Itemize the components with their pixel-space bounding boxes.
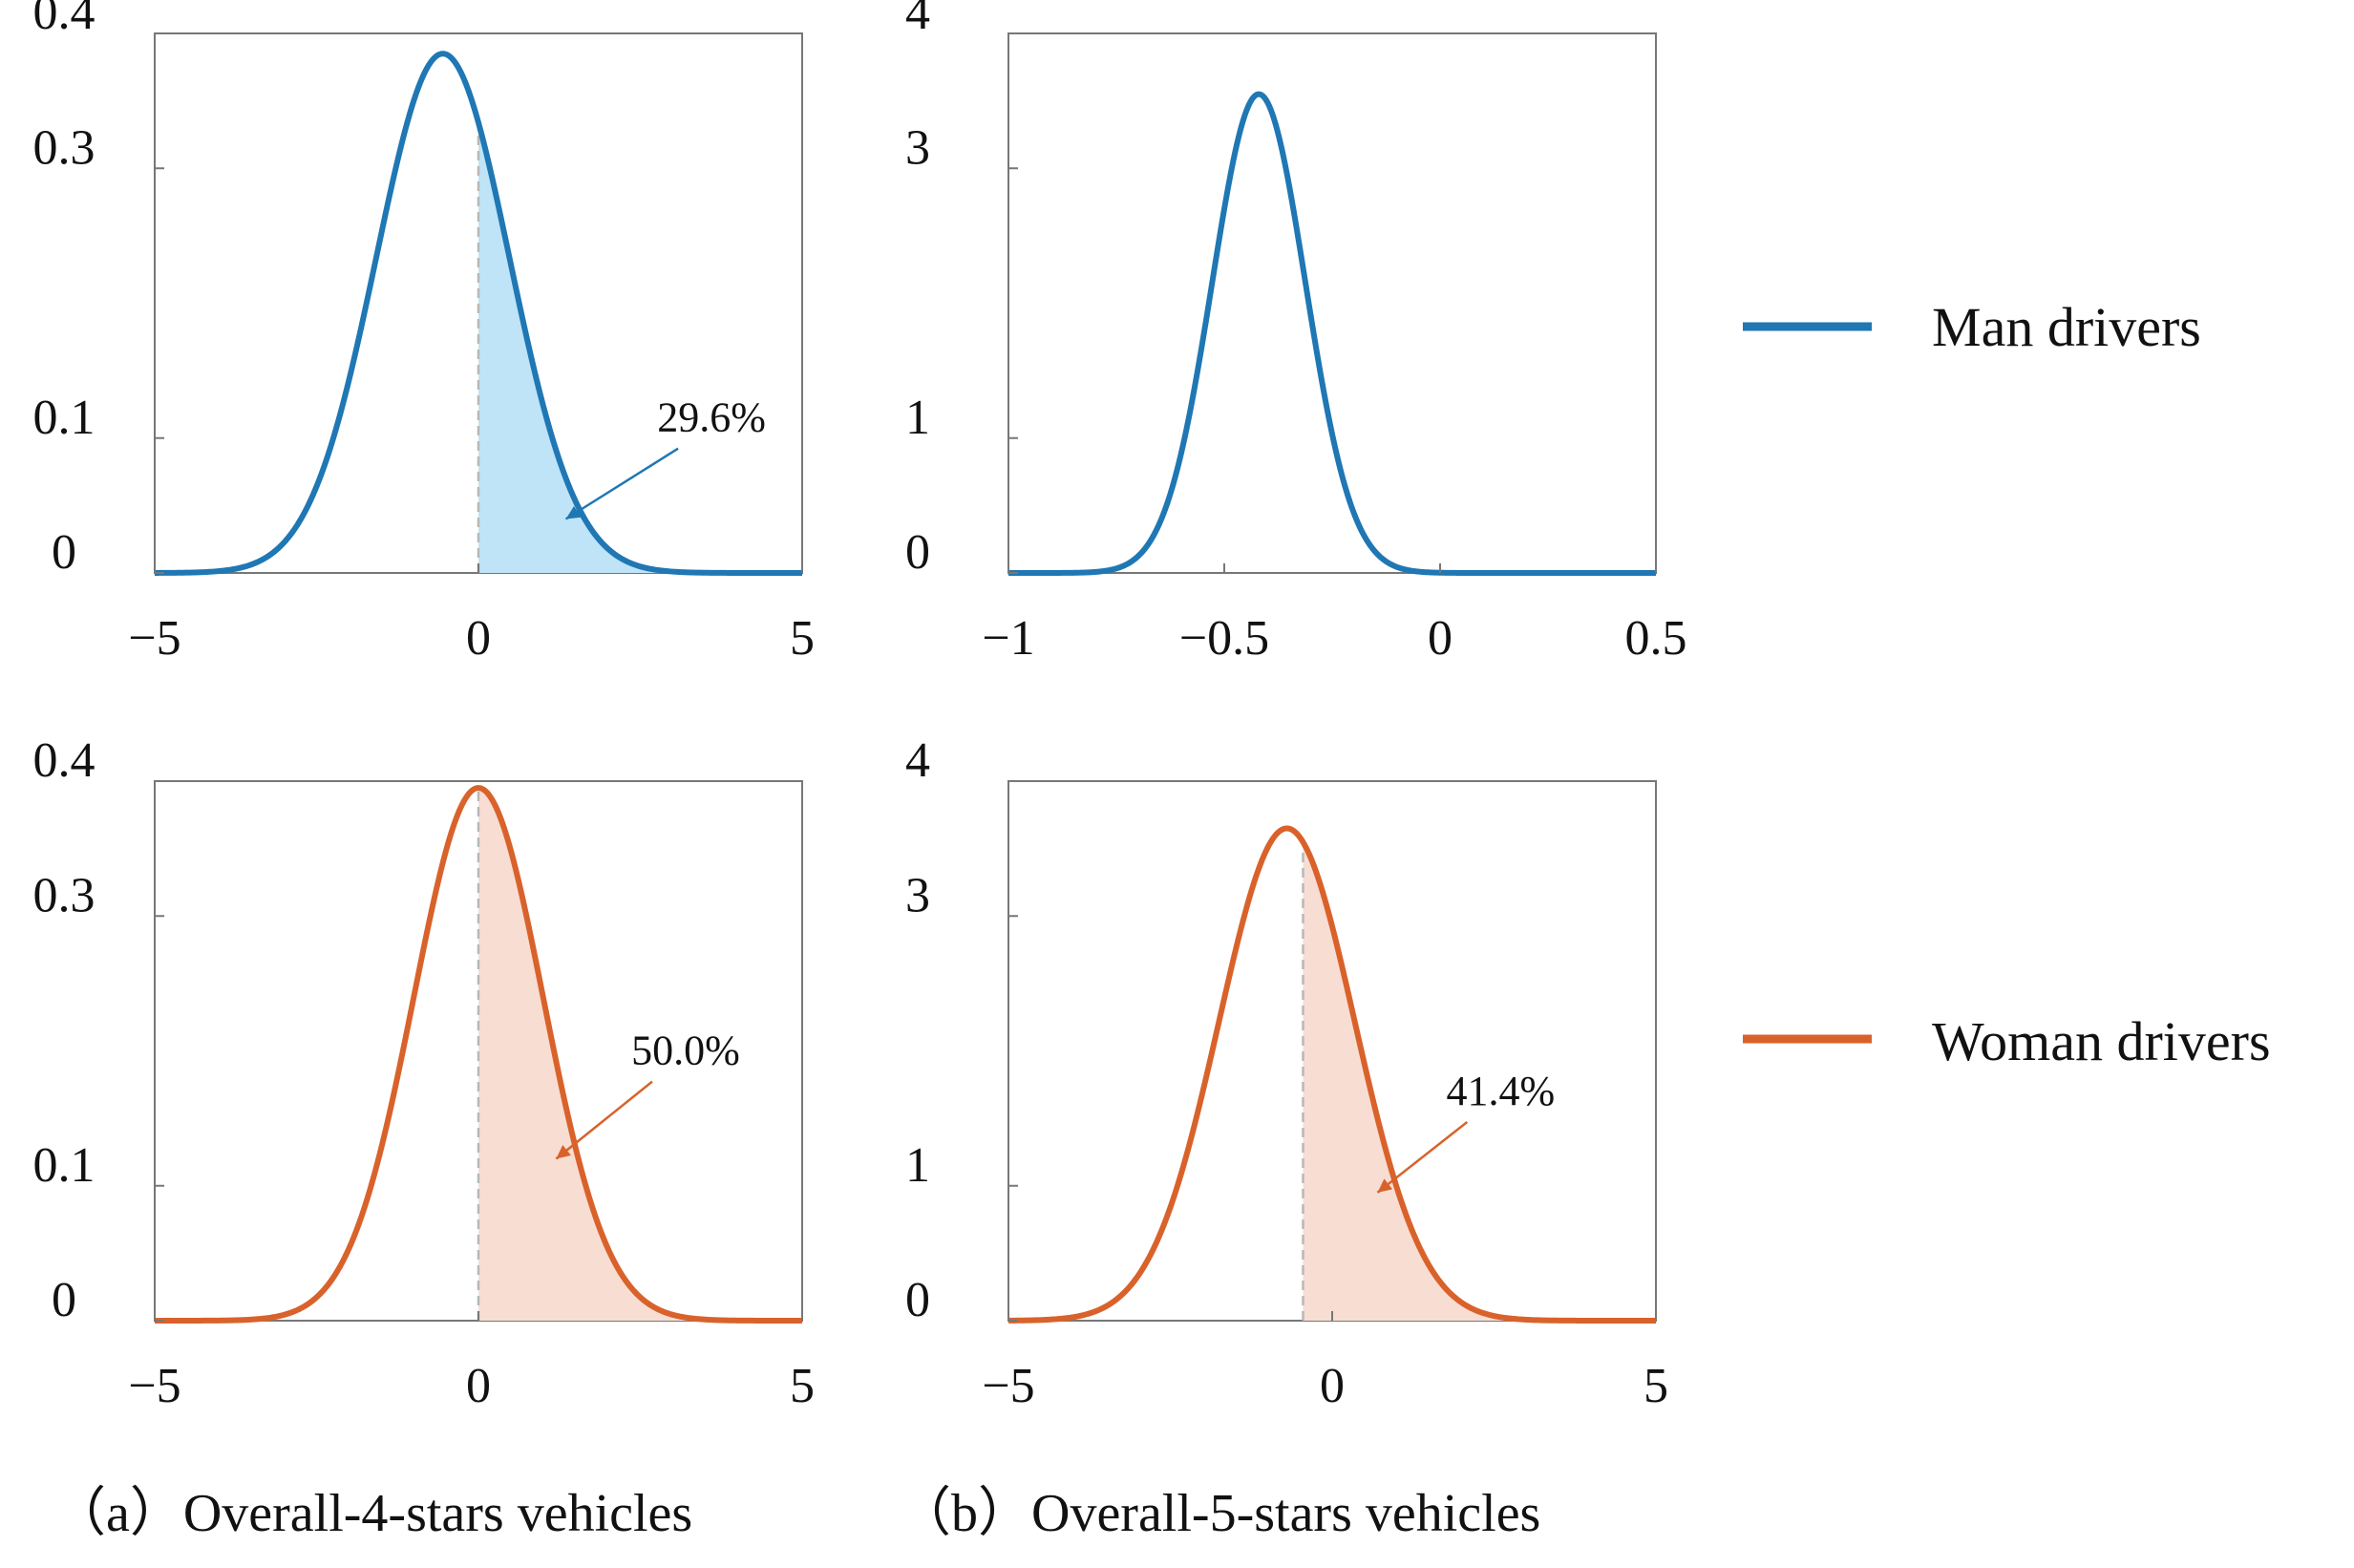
panel-b-man-drivers: −1 −0.5 0 0.5 0 1 3 4 [905, 0, 1687, 666]
shaded-area [1303, 841, 1656, 1321]
y-tick-label: 3 [905, 120, 930, 175]
annotation-arrowhead [556, 1145, 571, 1159]
legend-item-man: Man drivers [1743, 296, 2201, 358]
y-tick-label: 1 [905, 1138, 930, 1193]
annotation-arrow [1376, 1121, 1469, 1194]
x-tick-label: 0 [466, 1359, 491, 1413]
series-line [153, 785, 804, 1324]
x-tick-label: 0.5 [1625, 611, 1687, 666]
series-line [1007, 91, 1658, 576]
x-tick-label: 0 [466, 611, 491, 666]
axes-frame [1007, 32, 1657, 574]
y-tick-label: 0 [905, 1273, 930, 1327]
y-tick-label: 0.4 [33, 733, 95, 788]
y-tick-label: 0 [52, 1273, 76, 1327]
legend-label-woman: Woman drivers [1932, 1010, 2271, 1072]
x-tick-label: −1 [982, 611, 1034, 666]
y-tick-label: 4 [905, 0, 930, 40]
annotation-label: 50.0% [631, 1028, 740, 1074]
y-tick-label: 0.3 [33, 120, 95, 175]
x-tick-label: −0.5 [1179, 611, 1269, 666]
x-tick-label: 5 [790, 611, 815, 666]
x-tick-label: 0 [1320, 1359, 1345, 1413]
y-tick-label: 0 [905, 525, 930, 580]
annotation-label: 41.4% [1446, 1068, 1555, 1114]
annotation-arrowhead [1377, 1178, 1393, 1193]
series-line [153, 51, 804, 576]
y-tick-label: 0.1 [33, 391, 95, 445]
y-tick-label: 3 [905, 868, 930, 922]
y-tick-label: 0.1 [33, 1138, 95, 1193]
series-line [1007, 825, 1658, 1324]
x-tick-label: −5 [128, 611, 180, 666]
x-tick-label: 0 [1428, 611, 1453, 666]
legend: Man drivers Woman drivers [1743, 296, 2271, 1072]
legend-item-woman: Woman drivers [1743, 1010, 2271, 1072]
x-tick-label: −5 [982, 1359, 1034, 1413]
y-tick-label: 4 [905, 733, 930, 788]
panel-a-woman-drivers: −5 0 5 0 0.1 0.3 0.4 50.0% [33, 733, 816, 1413]
shaded-area [478, 788, 802, 1321]
annotation-arrow [555, 1080, 653, 1160]
caption-a: （a）Overall-4-stars vehicles [53, 1484, 692, 1543]
x-tick-label: −5 [128, 1359, 180, 1413]
x-tick-label: 5 [1644, 1359, 1668, 1413]
annotation-arrowhead [565, 505, 582, 519]
caption-b: （b）Overall-5-stars vehicles [898, 1484, 1540, 1543]
y-tick-label: 0 [52, 525, 76, 580]
y-tick-label: 0.3 [33, 868, 95, 922]
annotation-arrow [564, 447, 679, 520]
legend-label-man: Man drivers [1932, 296, 2201, 358]
x-tick-label: 5 [790, 1359, 815, 1413]
panel-a-man-drivers: −5 0 5 0 0.1 0.3 0.4 29.6% [33, 0, 816, 666]
panel-b-woman-drivers: −5 0 5 0 1 3 4 41.4% [905, 733, 1668, 1413]
y-tick-label: 1 [905, 391, 930, 445]
y-tick-label: 0.4 [33, 0, 95, 40]
annotation-label: 29.6% [657, 394, 766, 441]
